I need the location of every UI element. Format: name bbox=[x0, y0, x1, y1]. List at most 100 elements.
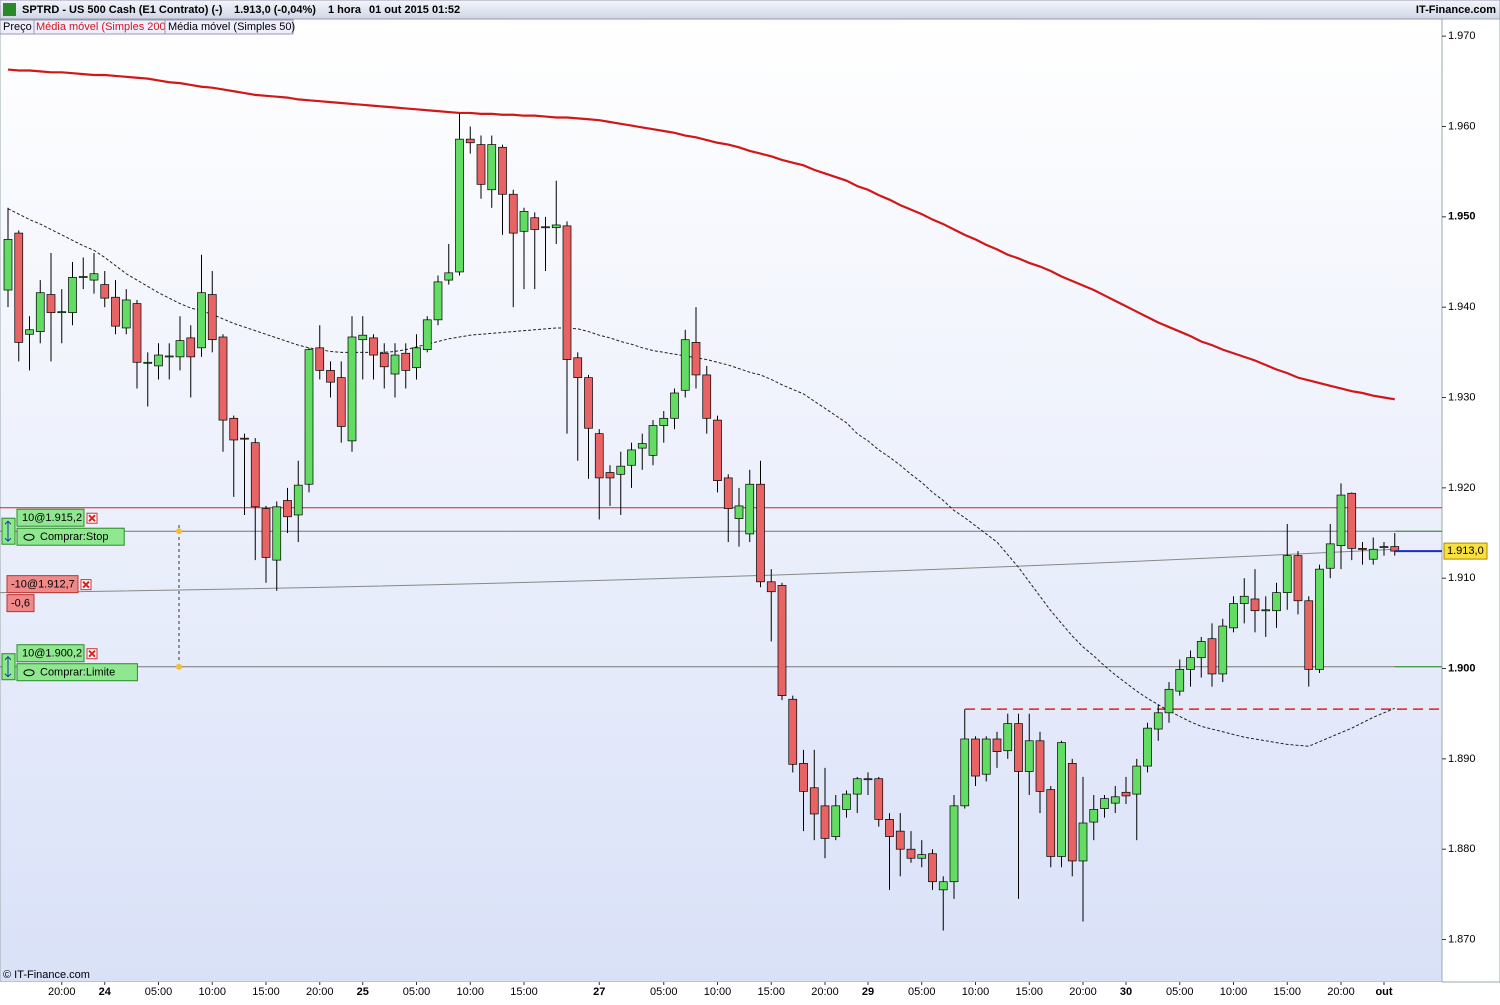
candle-body bbox=[992, 738, 1002, 752]
order-action: Comprar:Limite bbox=[40, 667, 115, 679]
y-tick-label: 1.950 bbox=[1448, 211, 1476, 223]
candle-body bbox=[766, 581, 776, 593]
candle-body bbox=[541, 226, 550, 229]
candle-body bbox=[680, 339, 690, 391]
x-tick-label: 20:00 bbox=[811, 986, 839, 998]
candle-body bbox=[1024, 740, 1034, 772]
candle-body bbox=[1315, 568, 1324, 670]
symbol: SPTRD - US 500 Cash (E1 Contrato) (-) bbox=[22, 4, 223, 16]
candle-body bbox=[852, 778, 862, 795]
x-tick-label: 05:00 bbox=[403, 986, 431, 998]
datetime: 01 out 2015 01:52 bbox=[369, 4, 460, 16]
y-tick-label: 1.930 bbox=[1448, 391, 1476, 403]
source: IT-Finance.com bbox=[1416, 4, 1496, 16]
candle-body bbox=[842, 793, 851, 810]
x-tick-label: out bbox=[1375, 986, 1392, 998]
y-tick-label: 1.970 bbox=[1448, 30, 1476, 42]
last-price-label: 1.913,0 bbox=[1447, 545, 1484, 557]
quote: 1.913,0 (-0,04%) bbox=[234, 4, 316, 16]
candle-body bbox=[57, 311, 67, 314]
candle-body bbox=[594, 433, 604, 479]
candle-body bbox=[1035, 740, 1045, 792]
candle-body bbox=[1325, 543, 1335, 569]
candle-body bbox=[1003, 723, 1013, 752]
candle-body bbox=[1207, 638, 1217, 675]
candle-body bbox=[1347, 492, 1357, 549]
candle-body bbox=[68, 277, 77, 313]
y-tick-label: 1.870 bbox=[1448, 933, 1476, 945]
candle-body bbox=[487, 144, 497, 191]
candle-body bbox=[895, 830, 905, 850]
candle-body bbox=[648, 425, 658, 456]
y-tick-label: 1.900 bbox=[1448, 662, 1476, 674]
candle-body bbox=[1261, 609, 1271, 612]
candle-body bbox=[261, 508, 271, 558]
candle-body bbox=[723, 477, 733, 509]
candle-body bbox=[562, 225, 572, 360]
candle-body bbox=[1368, 548, 1378, 560]
candle-body bbox=[1089, 809, 1099, 823]
candle-body bbox=[691, 342, 701, 376]
candle-body bbox=[154, 354, 163, 367]
legend-box bbox=[164, 19, 294, 35]
x-tick-label: 15:00 bbox=[1273, 986, 1301, 998]
position-cancel-x bbox=[82, 580, 90, 589]
y-tick-label: 1.890 bbox=[1448, 753, 1476, 765]
candle-body bbox=[315, 347, 325, 371]
candle-body bbox=[573, 357, 583, 378]
candle-body bbox=[379, 352, 389, 368]
candle-body bbox=[906, 848, 916, 859]
candle-body bbox=[519, 211, 529, 232]
candle-body bbox=[627, 449, 636, 466]
order-action: Comprar:Stop bbox=[40, 531, 108, 543]
candle-body bbox=[433, 281, 443, 321]
candle-body bbox=[1358, 548, 1367, 550]
candle-body bbox=[390, 354, 400, 375]
x-tick-label: 10:00 bbox=[198, 986, 226, 998]
order-action-button[interactable] bbox=[16, 663, 138, 682]
x-tick-label: 05:00 bbox=[145, 986, 173, 998]
candle-body bbox=[530, 217, 540, 230]
candle-body bbox=[605, 472, 615, 479]
candle-body bbox=[1110, 796, 1120, 804]
legend-ma50: Média móvel (Simples 50) bbox=[168, 21, 295, 33]
order-label: 10@1.915,2 bbox=[22, 512, 82, 524]
order-label-box bbox=[16, 508, 85, 527]
candle-body bbox=[1046, 789, 1056, 857]
candle-body bbox=[584, 377, 593, 429]
candle-body bbox=[476, 144, 486, 185]
candle-body bbox=[971, 738, 980, 777]
period: 1 hora bbox=[328, 4, 362, 16]
x-tick-label: 10:00 bbox=[456, 986, 484, 998]
x-tick-label: 29 bbox=[862, 986, 874, 998]
candle-body bbox=[336, 377, 346, 427]
candle-body bbox=[713, 419, 722, 481]
candle-body bbox=[455, 138, 464, 273]
candle-body bbox=[616, 465, 626, 475]
candle-body bbox=[25, 329, 34, 335]
y-tick-label: 1.960 bbox=[1448, 120, 1476, 132]
candle-body bbox=[1336, 494, 1346, 547]
candle-body bbox=[1390, 546, 1400, 552]
candle-body bbox=[788, 698, 798, 765]
x-axis bbox=[0, 982, 1442, 1000]
candle-body bbox=[100, 284, 110, 299]
order-arrows bbox=[4, 656, 12, 678]
candle-body bbox=[1132, 765, 1142, 795]
candle-body bbox=[1282, 555, 1292, 593]
candle-body bbox=[229, 417, 239, 441]
symbol-icon bbox=[3, 3, 16, 16]
candle-body bbox=[831, 805, 841, 837]
candle-body bbox=[1229, 603, 1238, 629]
order-action-button[interactable] bbox=[16, 527, 125, 546]
candle-body bbox=[960, 738, 970, 807]
candle-body bbox=[1304, 600, 1314, 670]
candle-body bbox=[874, 778, 884, 820]
candle-body bbox=[304, 349, 314, 485]
order-label: 10@1.900,2 bbox=[22, 648, 82, 660]
candle-body bbox=[551, 224, 561, 229]
eye-icon bbox=[23, 533, 35, 541]
x-tick-label: 20:00 bbox=[1327, 986, 1355, 998]
